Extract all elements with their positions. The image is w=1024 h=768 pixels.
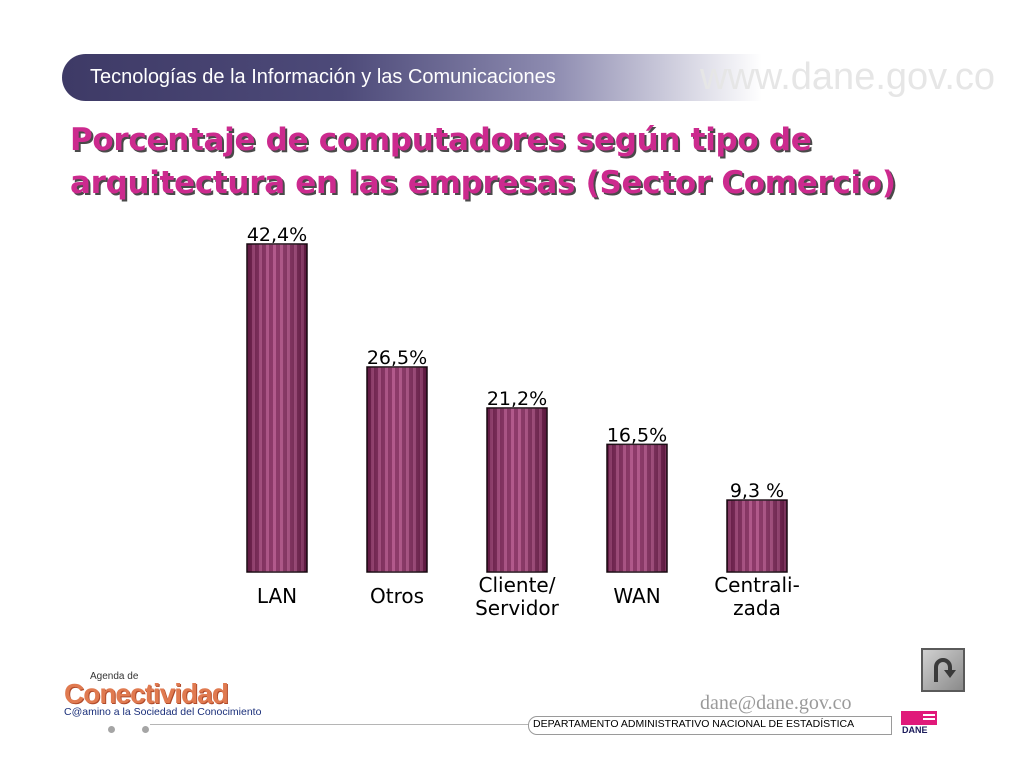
back-button[interactable] (921, 648, 965, 692)
page-title-line-2: arquitectura en las empresas (Sector Com… (70, 165, 896, 201)
dane-logo: DANE (901, 711, 941, 735)
department-label: DEPARTAMENTO ADMINISTRATIVO NACIONAL DE … (533, 718, 855, 730)
category-label-2: Otros (370, 584, 424, 608)
page-title-line-1: Porcentaje de computadores según tipo de (70, 122, 812, 158)
dane-logo-word: DANE (902, 725, 928, 735)
contact-email[interactable]: dane@dane.gov.co (700, 692, 852, 714)
dane-mark-icon (901, 711, 937, 725)
footer-rule (150, 724, 530, 725)
u-turn-arrow-icon (934, 658, 956, 682)
data-label-4: 16,5% (607, 424, 667, 446)
department-label-box (528, 716, 892, 735)
page-title: Porcentaje de computadores según tipo de… (70, 119, 970, 205)
data-label-5: 9,3 % (730, 480, 784, 502)
conectividad-logo: Conectividad (64, 678, 229, 709)
category-label-3-line-2: Servidor (475, 596, 560, 620)
bar-shade-1 (247, 244, 307, 572)
category-label-1: LAN (257, 584, 297, 608)
data-label-1: 42,4% (247, 224, 307, 246)
site-url[interactable]: www.dane.gov.co (700, 56, 996, 98)
data-label-3: 21,2% (487, 388, 547, 410)
category-label-5-line-2: zada (733, 596, 781, 620)
logo-agenda-text: Agenda de (90, 671, 139, 682)
header-band (62, 54, 762, 101)
bar-shade-3 (487, 408, 547, 572)
logo-dots (108, 720, 176, 738)
data-label-2: 26,5% (367, 347, 427, 369)
logo-subtitle: C@amino a la Sociedad del Conocimiento (64, 706, 262, 718)
category-label-4: WAN (613, 584, 660, 608)
section-title: Tecnologías de la Información y las Comu… (90, 66, 556, 88)
bar-shade-2 (367, 367, 427, 572)
bar-shade-5 (727, 500, 787, 572)
category-label-3-line-1: Cliente/ (479, 573, 556, 597)
bar-shade-4 (607, 444, 667, 572)
category-label-5-line-1: Centrali- (714, 573, 800, 597)
